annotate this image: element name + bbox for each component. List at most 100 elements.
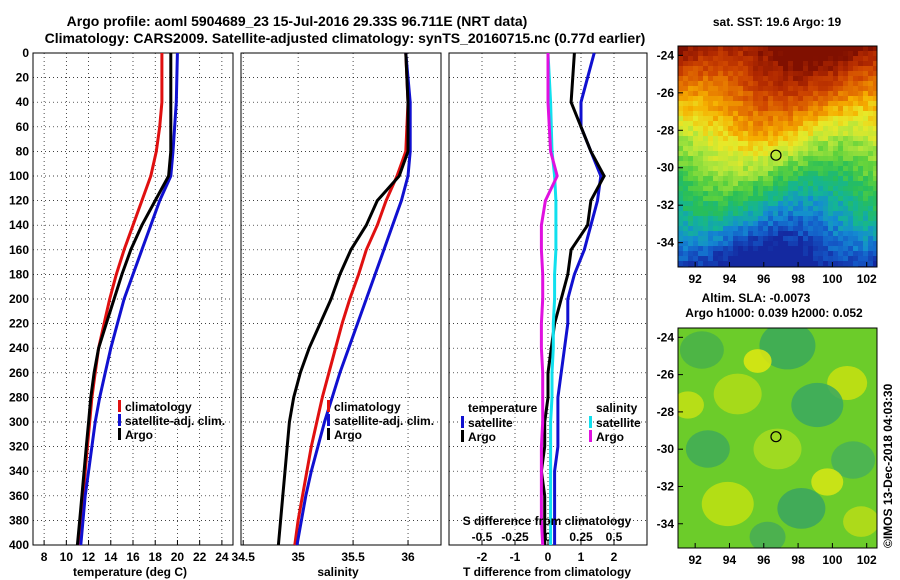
sst-cell <box>868 211 874 217</box>
sst-cell <box>728 176 734 182</box>
sst-cell <box>698 146 704 152</box>
sst-cell <box>853 256 859 262</box>
sst-cell <box>868 131 874 137</box>
sst-cell <box>853 176 859 182</box>
sst-cell <box>723 91 729 97</box>
sst-cell <box>818 161 824 167</box>
sst-cell <box>858 141 864 147</box>
sst-cell <box>798 116 804 122</box>
sst-cell <box>793 91 799 97</box>
sst-cell <box>808 76 814 82</box>
sst-cell <box>868 71 874 77</box>
sst-cell <box>803 181 809 187</box>
sst-cell <box>858 251 864 257</box>
sst-cell <box>723 106 729 112</box>
sst-cell <box>798 171 804 177</box>
sst-cell <box>798 51 804 57</box>
sst-cell <box>803 146 809 152</box>
sst-cell <box>783 141 789 147</box>
sst-cell <box>683 96 689 102</box>
sst-cell <box>803 111 809 117</box>
sst-cell <box>808 246 814 252</box>
sst-cell <box>733 66 739 72</box>
sst-cell <box>743 91 749 97</box>
sst-cell <box>833 126 839 132</box>
sst-cell <box>718 141 724 147</box>
sst-cell <box>758 191 764 197</box>
sst-cell <box>873 256 877 262</box>
sst-cell <box>843 81 849 87</box>
sst-map-frame <box>677 45 878 268</box>
sst-cell <box>868 96 874 102</box>
sst-cell <box>803 241 809 247</box>
sst-cell <box>708 161 714 167</box>
sst-cell <box>858 261 864 267</box>
sst-cell <box>873 101 877 107</box>
sst-cell <box>778 86 784 92</box>
sst-cell <box>708 131 714 137</box>
sst-cell <box>868 121 874 127</box>
sst-cell <box>788 126 794 132</box>
sst-cell <box>823 251 829 257</box>
sst-cell <box>838 181 844 187</box>
sst-cell <box>843 196 849 202</box>
sst-cell <box>843 251 849 257</box>
sst-cell <box>868 46 874 52</box>
sst-cell <box>753 86 759 92</box>
sst-cell <box>813 81 819 87</box>
sst-cell <box>763 151 769 157</box>
sst-cell <box>688 106 694 112</box>
sst-cell <box>788 256 794 262</box>
sst-cell <box>773 81 779 87</box>
sst-cell <box>738 56 744 62</box>
sst-cell <box>858 246 864 252</box>
legend-swatch-s-argo <box>589 430 592 442</box>
sst-cell <box>693 126 699 132</box>
sst-cell <box>678 111 684 117</box>
sst-cell <box>688 76 694 82</box>
sst-cell <box>838 121 844 127</box>
sst-cell <box>753 156 759 162</box>
sst-cell <box>773 196 779 202</box>
sst-cell <box>848 226 854 232</box>
sst-cell <box>693 101 699 107</box>
sst-cell <box>698 126 704 132</box>
sst-cell <box>778 156 784 162</box>
temperature-legend: climatology satellite-adj. clim. Argo <box>118 400 225 442</box>
sst-cell <box>873 161 877 167</box>
sst-cell <box>873 261 877 267</box>
sst-cell <box>868 171 874 177</box>
sst-cell <box>763 81 769 87</box>
sst-cell <box>828 171 834 177</box>
sst-cell <box>863 71 869 77</box>
sst-cell <box>763 216 769 222</box>
sst-cell <box>703 196 709 202</box>
sst-cell <box>793 151 799 157</box>
sst-cell <box>713 111 719 117</box>
sst-cell <box>688 181 694 187</box>
sst-cell <box>763 76 769 82</box>
sst-cell <box>783 61 789 67</box>
sst-cell <box>708 81 714 87</box>
sst-cell <box>823 81 829 87</box>
sst-cell <box>873 151 877 157</box>
sst-cell <box>693 151 699 157</box>
sst-cell <box>828 206 834 212</box>
sst-cell <box>768 261 774 267</box>
sst-cell <box>688 56 694 62</box>
sst-cell <box>788 91 794 97</box>
sst-cell <box>733 146 739 152</box>
sst-cell <box>708 66 714 72</box>
salinity-legend: climatology satellite-adj. clim. Argo <box>327 400 434 442</box>
sst-cell <box>763 236 769 242</box>
sst-cell <box>688 251 694 257</box>
sst-cell <box>848 76 854 82</box>
sst-cell <box>803 171 809 177</box>
sst-cell <box>688 81 694 87</box>
sst-cell <box>748 46 754 52</box>
sst-cell <box>683 166 689 172</box>
sst-cell <box>863 66 869 72</box>
sst-cell <box>713 141 719 147</box>
sst-cell <box>843 236 849 242</box>
sst-cell <box>683 261 689 267</box>
